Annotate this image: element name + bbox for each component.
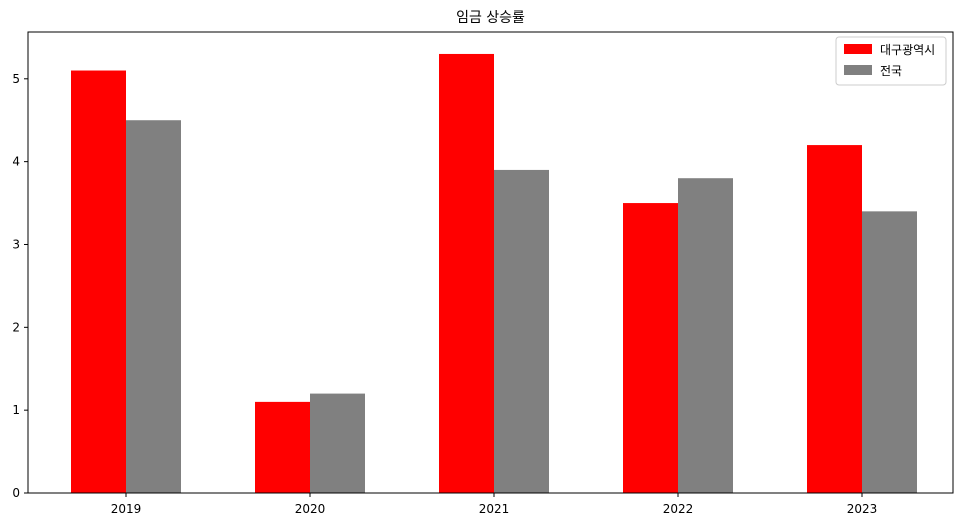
bar-daegu-2022 bbox=[623, 203, 678, 493]
x-tick-label: 2019 bbox=[111, 502, 142, 516]
bar-national-2019 bbox=[126, 120, 181, 493]
y-tick-label: 4 bbox=[12, 155, 20, 169]
y-tick-label: 0 bbox=[12, 486, 20, 500]
x-tick-label: 2021 bbox=[479, 502, 510, 516]
y-tick-label: 5 bbox=[12, 72, 20, 86]
legend-swatch bbox=[844, 44, 872, 54]
bar-national-2022 bbox=[678, 178, 733, 494]
bar-daegu-2023 bbox=[807, 145, 862, 493]
y-tick-label: 1 bbox=[12, 403, 20, 417]
chart-title: 임금 상승률 bbox=[456, 10, 525, 26]
legend-label: 대구광역시 bbox=[880, 43, 935, 57]
y-tick-label: 3 bbox=[12, 237, 20, 251]
bar-national-2021 bbox=[494, 169, 549, 493]
bar-daegu-2021 bbox=[439, 53, 494, 493]
bar-national-2020 bbox=[310, 393, 365, 493]
legend-label: 전국 bbox=[880, 64, 902, 78]
plot-area: 0 1 2 3 4 5 2019 2020 2021 2022 2023 bbox=[12, 31, 954, 516]
legend-swatch bbox=[844, 65, 872, 75]
x-tick-label: 2020 bbox=[295, 502, 326, 516]
bar-daegu-2020 bbox=[255, 401, 310, 493]
x-tick-label: 2022 bbox=[663, 502, 694, 516]
y-tick-label: 2 bbox=[12, 320, 20, 334]
bar-national-2023 bbox=[862, 211, 917, 494]
bar-daegu-2019 bbox=[71, 70, 126, 494]
x-tick-label: 2023 bbox=[847, 502, 878, 516]
axes-frame bbox=[27, 31, 954, 494]
